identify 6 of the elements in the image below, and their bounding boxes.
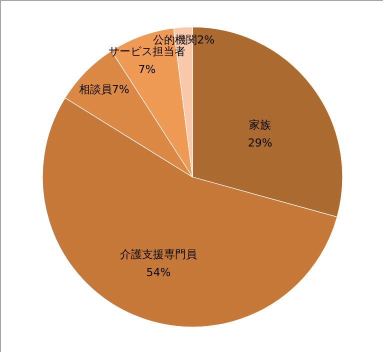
slice-label: 介護支援専門員 (120, 248, 197, 261)
data-label: 54% (146, 266, 171, 279)
slice-label: 家族 (249, 118, 272, 132)
data-label: 29% (248, 136, 272, 150)
slice-label: 相談員7% (78, 83, 130, 96)
data-label: 7% (138, 63, 156, 76)
